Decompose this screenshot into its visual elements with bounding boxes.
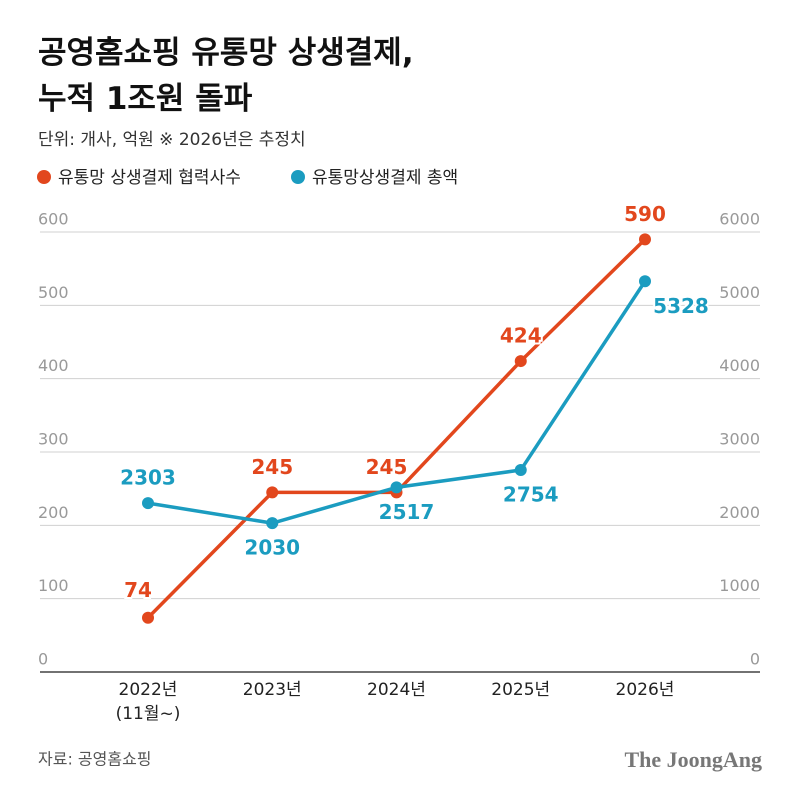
y2-tick-label: 0 [750,650,760,669]
legend-label: 유통망상생결제 총액 [312,168,458,188]
data-point [639,275,651,288]
y2-tick-label: 2000 [719,503,760,522]
data-point [639,233,651,246]
y2-tick-label: 6000 [719,210,760,229]
x-tick-label: 2024년 [367,680,426,700]
subtitle: 단위: 개사, 억원 ※ 2026년은 추정치 [38,130,306,150]
y2-tick-label: 1000 [719,576,760,595]
data-point [266,486,279,499]
data-label: 2303 [120,466,176,490]
data-point [514,464,527,477]
data-label: 74 [124,578,152,602]
x-tick-label: 2026년 [615,680,675,700]
data-label: 245 [251,455,293,479]
data-label: 590 [624,202,666,226]
y-tick-label: 300 [38,430,69,449]
legend-marker [291,170,305,184]
y-tick-label: 400 [38,356,69,375]
y2-tick-label: 5000 [719,283,760,302]
data-point [266,517,279,530]
data-label: 2030 [244,536,300,560]
y-tick-label: 200 [38,503,69,522]
series-line [146,238,647,619]
data-point [390,481,403,494]
chart-title: 공영홈쇼핑 유통망 상생결제, 누적 1조원 돌파 [38,35,414,117]
data-label: 424 [500,324,542,348]
data-point [514,355,527,368]
data-label: 245 [366,455,408,479]
data-point [142,497,154,510]
y2-tick-label: 3000 [719,430,760,449]
x-tick-label: 2025년 [491,680,551,700]
source: 자료: 공영홈쇼핑 [38,750,152,769]
y-tick-label: 500 [38,283,69,302]
y-tick-label: 600 [38,210,69,229]
brand: The JoongAng [624,747,762,772]
legend-label: 유통망 상생결제 협력사수 [58,168,241,188]
x-tick-label: 2023년 [242,680,302,700]
y2-tick-label: 4000 [719,356,760,375]
data-label: 5328 [653,294,709,318]
legend-marker [37,170,51,184]
data-label: 2517 [379,500,435,524]
data-label: 2754 [503,483,559,507]
y-tick-label: 0 [38,650,48,669]
y-tick-label: 100 [38,576,69,595]
data-point [142,611,154,624]
x-tick-label: 2022년 (11월~) [115,680,181,724]
